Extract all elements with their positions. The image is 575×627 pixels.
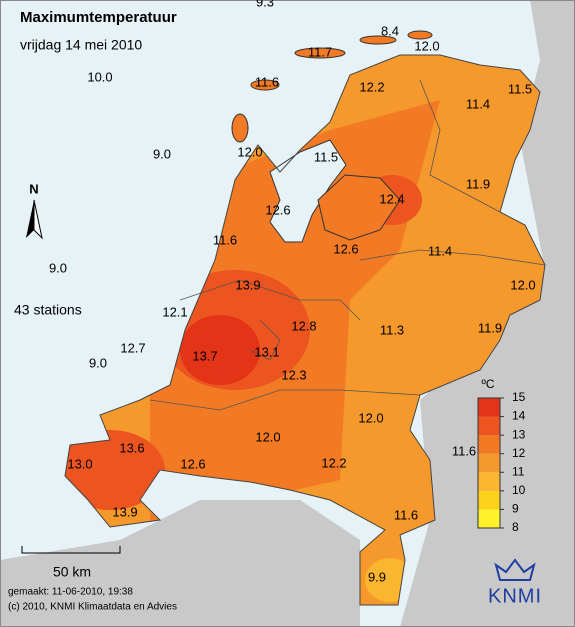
station-value: 9.3: [256, 0, 274, 9]
border: [419, 79, 501, 213]
legend-tick-label: 11: [512, 464, 525, 478]
station-value: 13.6: [119, 440, 144, 455]
station-value: 12.2: [321, 455, 346, 470]
station-value: 9.0: [153, 146, 171, 161]
logo-text: KNMI: [488, 585, 542, 607]
footer-made: gemaakt: 11-06-2010, 19:38: [8, 587, 133, 598]
station-value: 12.6: [265, 202, 290, 217]
station-value: 13.7: [192, 348, 217, 363]
station-value: 13.9: [235, 277, 260, 292]
legend-swatch: [478, 509, 500, 528]
station-value: 12.8: [291, 318, 316, 333]
legend-unit: ºC: [481, 377, 494, 391]
north-arrow: [26, 200, 34, 238]
station-value: 12.3: [281, 367, 306, 382]
scale-bar: [21, 546, 121, 554]
border: [179, 279, 361, 321]
station-value: 11.6: [394, 507, 418, 522]
subtitle: vrijdag 14 mei 2010: [20, 37, 142, 53]
footer-copyright: (c) 2010, KNMI Klimaatdata en Advies: [8, 602, 177, 613]
border: [149, 389, 421, 411]
ijsselmeer: [269, 139, 347, 243]
wadden-islands: [231, 30, 433, 143]
station-value: 13.1: [254, 344, 279, 359]
island: [250, 79, 280, 91]
station-value: 12.0: [255, 429, 280, 444]
station-value: 11.6: [452, 443, 476, 458]
country-outline: [64, 54, 546, 606]
legend-tick-label: 8: [512, 520, 519, 534]
station-value: 11.6: [255, 74, 279, 89]
station-value: 12.2: [359, 79, 384, 94]
station-value: 12.4: [379, 191, 404, 206]
station-value: 12.6: [333, 241, 358, 256]
station-value: 12.1: [162, 304, 187, 319]
legend-swatch: [478, 398, 500, 417]
station-value: 12.6: [180, 456, 205, 471]
legend-tick-label: 9: [512, 502, 519, 516]
station-value: 9.0: [89, 355, 107, 370]
station-value: 10.0: [87, 69, 112, 84]
island: [359, 35, 397, 45]
zone: [180, 315, 260, 385]
north-arrow: [33, 199, 43, 240]
station-value: 13.0: [67, 456, 92, 471]
legend-tick-label: 13: [512, 427, 526, 441]
logo-crown: [494, 558, 536, 581]
legend-tick-label: 15: [512, 390, 526, 404]
legend-swatch: [478, 472, 500, 491]
scale-label: 50 km: [53, 564, 91, 580]
zone: [65, 430, 165, 510]
station-value: 12.0: [358, 410, 383, 425]
island: [231, 113, 249, 143]
crown: [494, 558, 536, 581]
station-count: 43 stations: [14, 302, 82, 318]
station-value: 11.3: [380, 322, 404, 337]
legend-frame: [477, 397, 501, 529]
legend-tick-label: 14: [512, 409, 526, 423]
flevoland: [317, 174, 401, 241]
station-value: 9.9: [368, 569, 386, 584]
border: [359, 249, 546, 266]
province-borders: [149, 79, 546, 411]
title: Maximumtemperatuur: [20, 9, 177, 26]
station-value: 12.7: [120, 340, 145, 355]
station-value: 13.9: [112, 504, 137, 519]
legend-swatch: [478, 416, 500, 436]
north-label: N: [29, 181, 38, 196]
station-value: 12.0: [414, 38, 439, 53]
station-value: 12.0: [510, 277, 535, 292]
island: [407, 30, 433, 40]
legend-tick-label: 10: [512, 483, 526, 497]
station-value: 11.9: [466, 176, 490, 191]
station-value: 8.4: [381, 23, 399, 38]
station-value: 11.4: [466, 96, 490, 111]
station-value: 11.6: [213, 232, 237, 247]
legend-swatch: [478, 490, 500, 510]
border: [249, 319, 281, 361]
station-value: 11.7: [308, 44, 332, 59]
legend-swatch: [478, 435, 500, 454]
station-value: 11.5: [508, 81, 532, 96]
legend-tick-label: 12: [512, 446, 526, 460]
station-value: 11.4: [428, 243, 452, 258]
station-value: 11.5: [314, 149, 338, 164]
station-value: 12.0: [237, 144, 262, 159]
island: [294, 47, 346, 59]
station-value: 11.9: [478, 320, 502, 335]
legend-swatch: [478, 453, 500, 473]
station-value: 9.0: [49, 260, 67, 275]
